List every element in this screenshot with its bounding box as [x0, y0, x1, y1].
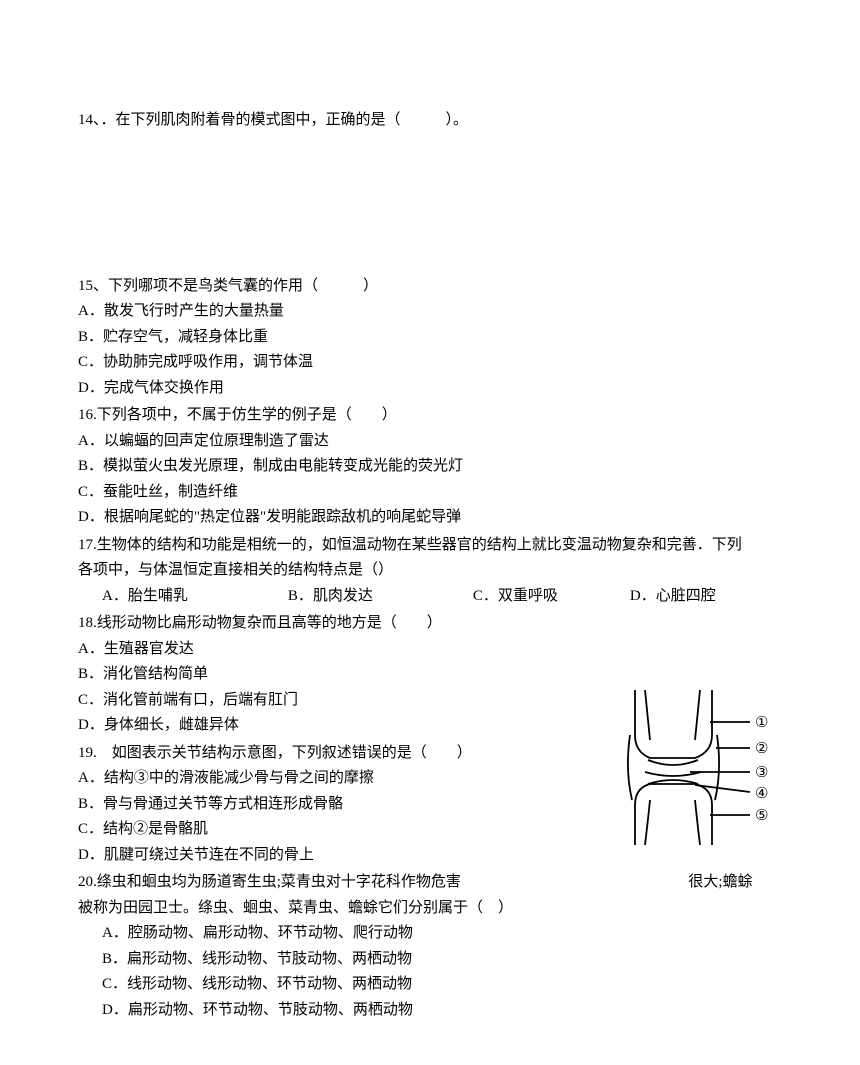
question-14: 14、．在下列肌肉附着骨的模式图中，正确的是（ ）。 [78, 108, 782, 134]
question-16-option-a: A．以蝙蝠的回声定位原理制造了雷达 [78, 429, 782, 455]
question-20-option-c: C．线形动物、线形动物、环节动物、两栖动物 [102, 972, 782, 998]
question-20-text-tail: 很大;蟾蜍 [688, 874, 752, 890]
question-20-text-part1: 20.绦虫和蛔虫均为肠道寄生虫;菜青虫对十字花科作物危害 [78, 874, 461, 890]
diagram-label-1: ① [755, 715, 768, 731]
question-15-option-d: D．完成气体交换作用 [78, 376, 782, 402]
question-17: 17.生物体的结构和功能是相统一的，如恒温动物在某些器官的结构上就比变温动物复杂… [78, 533, 782, 610]
question-16: 16.下列各项中，不属于仿生学的例子是（ ） A．以蝙蝠的回声定位原理制造了雷达… [78, 403, 782, 531]
question-20: 20.绦虫和蛔虫均为肠道寄生虫;菜青虫对十字花科作物危害 很大;蟾蜍 被称为田园… [78, 870, 782, 1023]
question-15-option-b: B．贮存空气，减轻身体比重 [78, 325, 782, 351]
question-16-text: 16.下列各项中，不属于仿生学的例子是（ ） [78, 403, 782, 429]
question-16-option-b: B．模拟萤火虫发光原理，制成由电能转变成光能的荧光灯 [78, 454, 782, 480]
joint-diagram: ① ② ③ ④ ⑤ [600, 680, 775, 850]
question-17-option-b: B．肌肉发达 [288, 584, 373, 610]
question-18-option-a: A．生殖器官发达 [78, 637, 782, 663]
question-16-option-c: C．蚕能吐丝，制造纤维 [78, 480, 782, 506]
diagram-label-5: ⑤ [755, 808, 768, 824]
question-20-option-d: D．扁形动物、环节动物、节肢动物、两栖动物 [102, 998, 782, 1024]
question-20-option-a: A．腔肠动物、扁形动物、环节动物、爬行动物 [102, 921, 782, 947]
question-18-text: 18.线形动物比扁形动物复杂而且高等的地方是（ ） [78, 611, 782, 637]
diagram-label-2: ② [755, 741, 768, 757]
question-17-text-line2: 各项中，与体温恒定直接相关的结构特点是（） [78, 558, 782, 584]
question-20-option-b: B．扁形动物、线形动物、节肢动物、两栖动物 [102, 947, 782, 973]
question-15-text: 15、下列哪项不是鸟类气囊的作用（ ） [78, 274, 782, 300]
question-20-line1: 20.绦虫和蛔虫均为肠道寄生虫;菜青虫对十字花科作物危害 很大;蟾蜍 [78, 870, 782, 896]
question-15-option-c: C．协助肺完成呼吸作用，调节体温 [78, 350, 782, 376]
question-17-options: A．胎生哺乳 B．肌肉发达 C．双重呼吸 D．心脏四腔 [78, 584, 782, 610]
question-17-option-c: C．双重呼吸 [473, 584, 558, 610]
question-16-option-d: D．根据响尾蛇的"热定位器"发明能跟踪敌机的响尾蛇导弹 [78, 505, 782, 531]
question-17-option-d: D．心脏四腔 [630, 584, 716, 610]
question-15: 15、下列哪项不是鸟类气囊的作用（ ） A．散发飞行时产生的大量热量 B．贮存空… [78, 274, 782, 402]
diagram-label-4: ④ [755, 786, 768, 802]
question-14-text: 14、．在下列肌肉附着骨的模式图中，正确的是（ ）。 [78, 112, 468, 128]
diagram-label-3: ③ [755, 765, 768, 781]
question-15-option-a: A．散发飞行时产生的大量热量 [78, 299, 782, 325]
question-17-text-line1: 17.生物体的结构和功能是相统一的，如恒温动物在某些器官的结构上就比变温动物复杂… [78, 533, 782, 559]
question-17-option-a: A．胎生哺乳 [102, 584, 188, 610]
question-20-text-line2: 被称为田园卫士。绦虫、蛔虫、菜青虫、蟾蜍它们分别属于（ ） [78, 896, 782, 922]
